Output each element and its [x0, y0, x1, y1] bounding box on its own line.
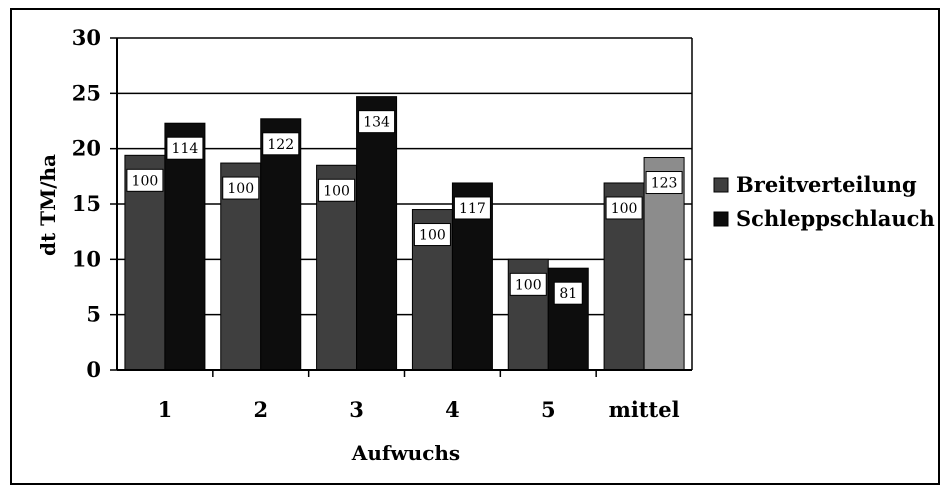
bar-schleppschlauch-3	[356, 96, 398, 371]
data-label: 100	[227, 181, 254, 197]
data-label-box	[262, 132, 300, 156]
bar-schleppschlauch-2	[260, 118, 302, 371]
y-axis-title: dt TM/ha	[36, 154, 60, 256]
x-axis-title: Aufwuchs	[351, 441, 460, 465]
data-label-box	[413, 223, 451, 247]
x-tick-labels: 1 2 3 4 5 mittel	[158, 397, 680, 422]
legend: Breitverteilung Schleppschlauch	[713, 172, 935, 231]
x-tick-label: 5	[541, 397, 556, 422]
y-tick-label: 5	[86, 302, 101, 327]
data-label: 100	[515, 277, 542, 293]
data-label: 122	[267, 137, 294, 153]
data-label-box	[358, 110, 396, 134]
data-labels: 100 114 100 122 100 134 100 117 100 81 100 123	[126, 110, 683, 305]
x-tick-label: 1	[158, 397, 173, 422]
bars	[124, 96, 685, 371]
y-tick-label: 0	[86, 357, 101, 382]
legend-label: Breitverteilung	[736, 172, 917, 197]
y-tick-label: 25	[72, 80, 101, 105]
data-label-box	[605, 196, 643, 220]
data-label: 81	[559, 286, 577, 302]
legend-swatch	[713, 177, 729, 193]
gridlines	[110, 37, 692, 377]
y-tick-label: 15	[72, 191, 101, 216]
axes	[116, 38, 693, 371]
y-tick-label: 30	[72, 25, 101, 50]
y-tick-labels: 0 5 10 15 20 25 30	[72, 25, 101, 382]
x-tick-label: 2	[253, 397, 268, 422]
data-label: 123	[651, 176, 678, 192]
data-label-box	[553, 281, 583, 305]
x-tick-label: 3	[349, 397, 364, 422]
data-label-box	[222, 176, 260, 200]
data-label: 114	[172, 141, 199, 157]
data-label-box	[126, 168, 164, 192]
data-label-box	[645, 171, 683, 195]
x-tick-label: mittel	[609, 397, 680, 422]
data-label-box	[318, 178, 356, 202]
legend-swatch	[713, 211, 729, 227]
y-tick-label: 10	[72, 246, 101, 271]
bar-schleppschlauch-1	[164, 122, 206, 371]
data-label: 117	[459, 201, 486, 217]
data-label-box	[166, 136, 204, 160]
data-label: 100	[419, 228, 446, 244]
y-tick-label: 20	[72, 136, 101, 161]
data-label: 100	[611, 201, 638, 217]
data-label: 100	[132, 173, 159, 189]
legend-label: Schleppschlauch	[736, 206, 935, 231]
data-label-box	[509, 272, 547, 296]
x-tick-label: 4	[445, 397, 460, 422]
chart-frame	[10, 8, 940, 485]
data-label: 134	[363, 115, 390, 131]
data-label-box	[453, 196, 491, 220]
data-label: 100	[323, 183, 350, 199]
